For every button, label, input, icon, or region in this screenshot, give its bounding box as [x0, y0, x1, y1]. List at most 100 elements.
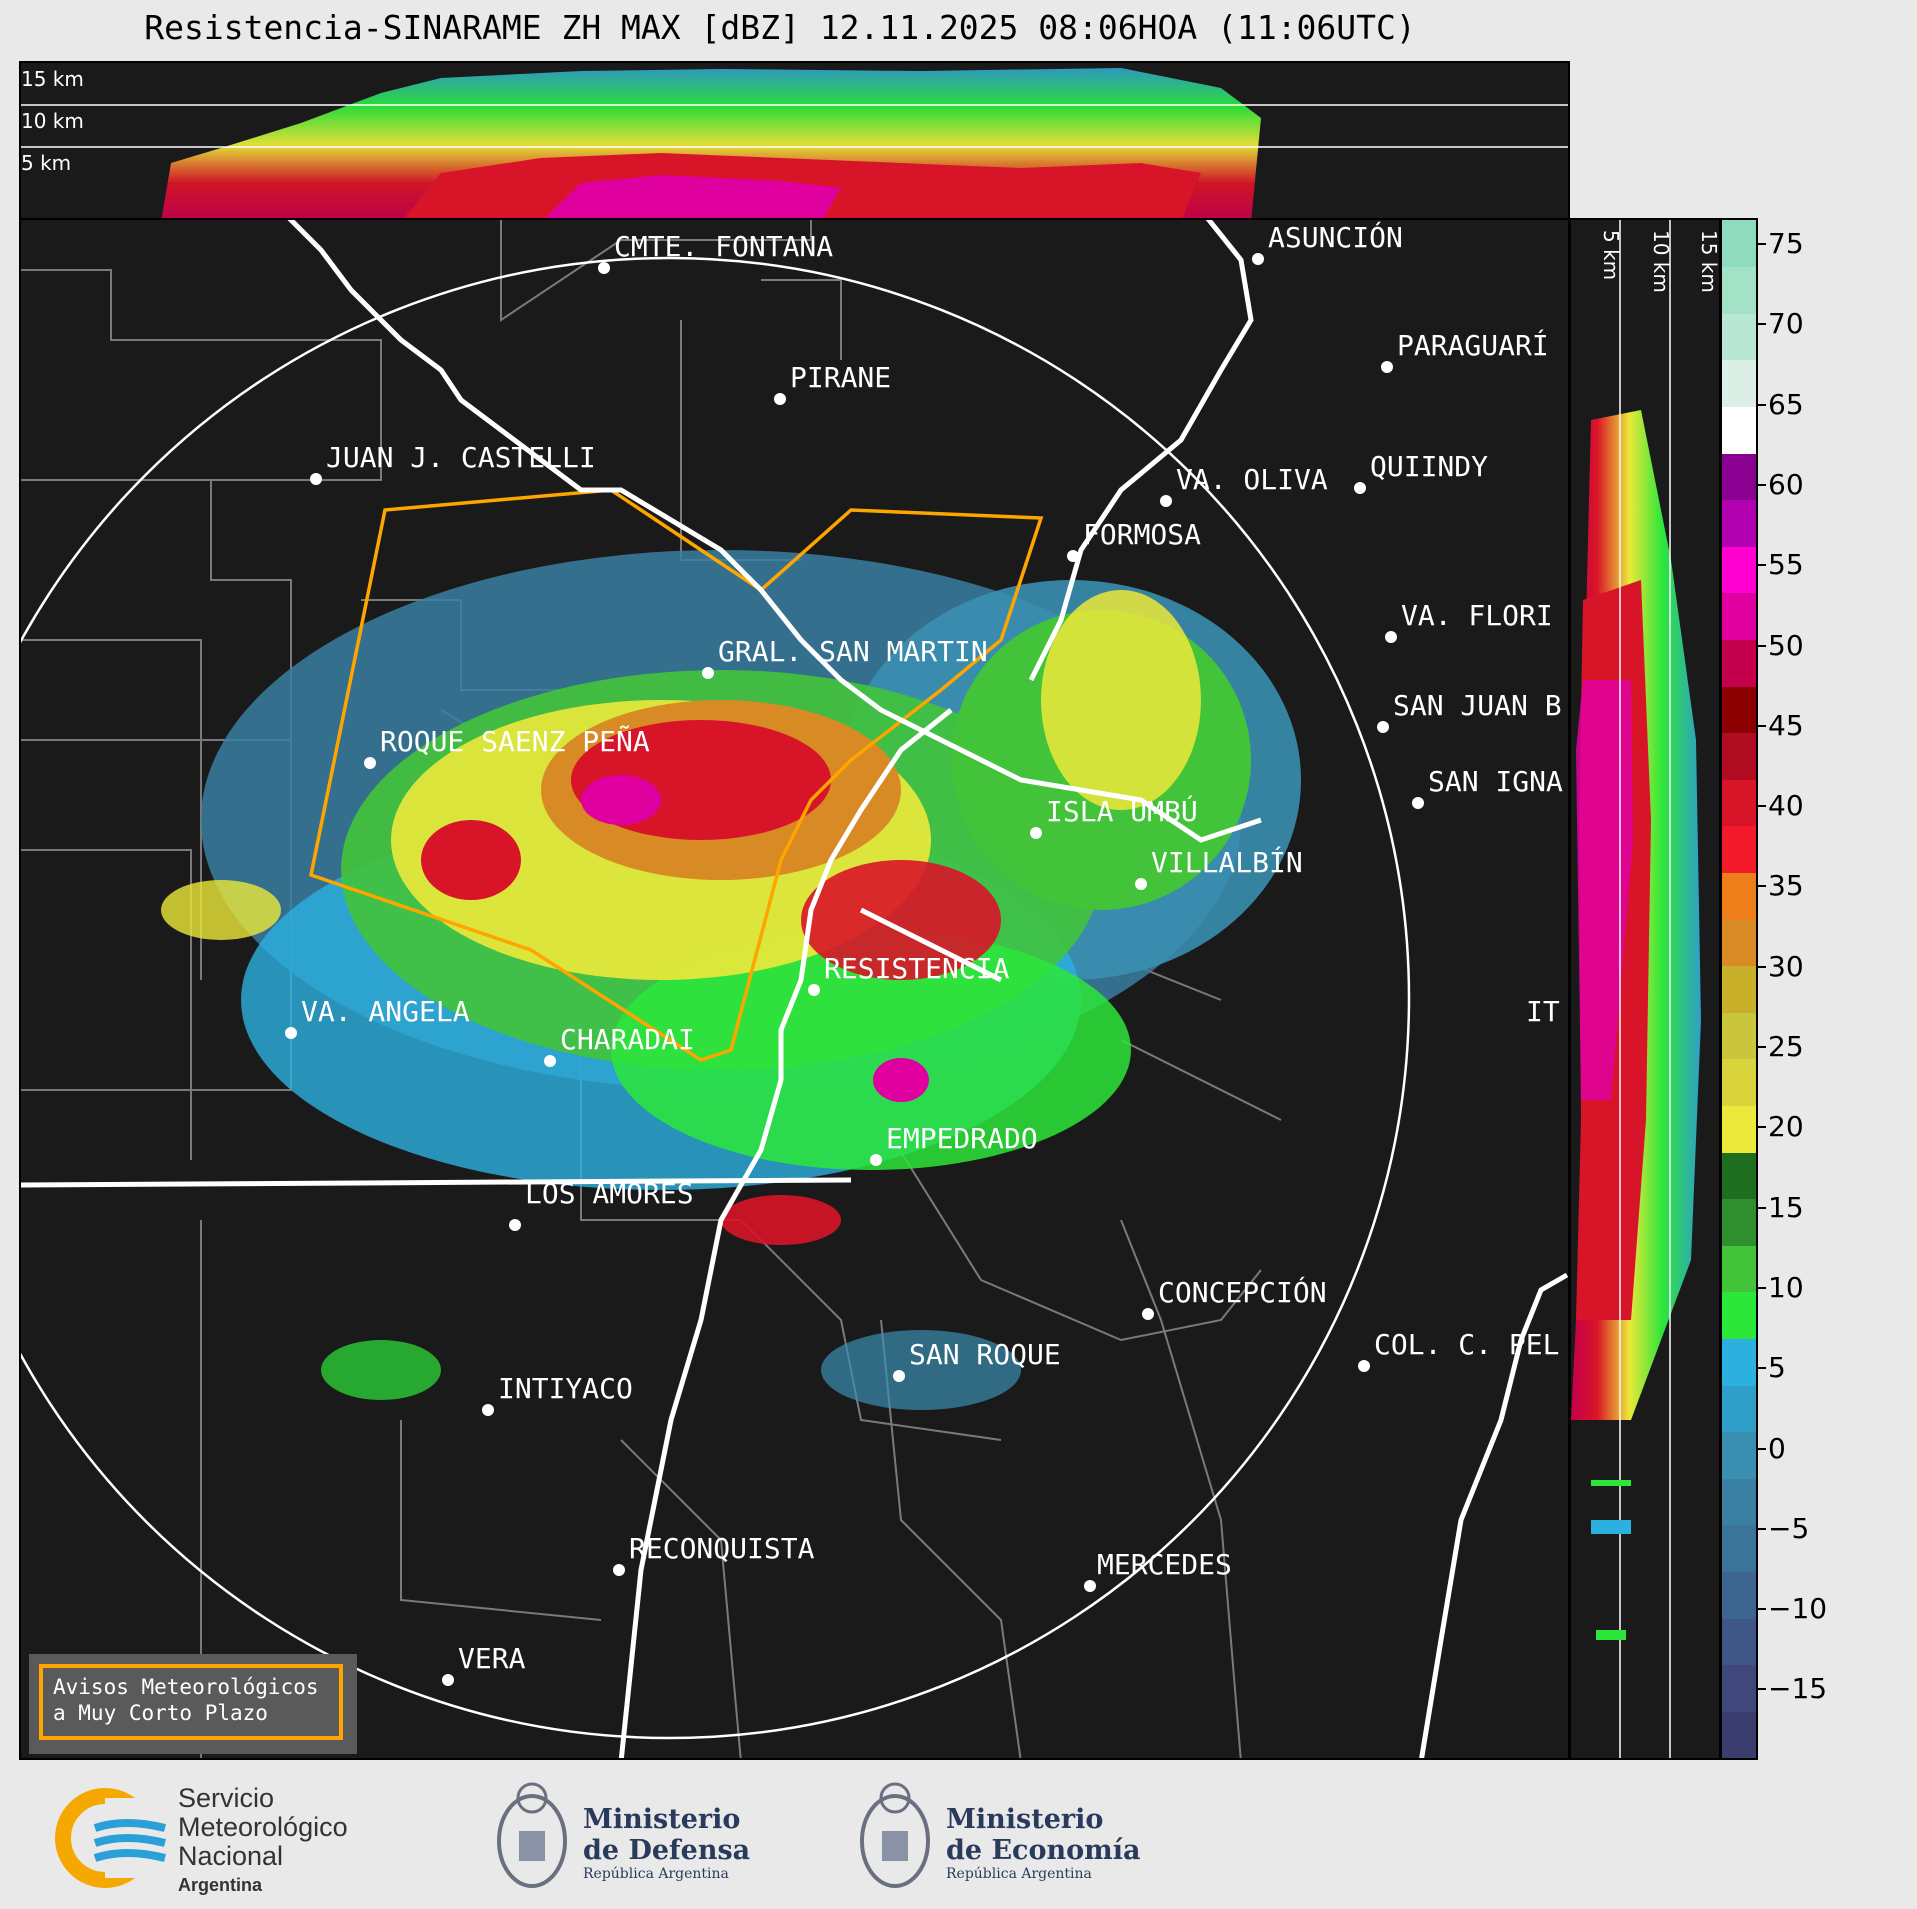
- city-dot-formosa: [1067, 550, 1079, 562]
- city-label-empedrado: EMPEDRADO: [886, 1122, 1038, 1155]
- colorbar-tick-label: −15: [1768, 1672, 1828, 1706]
- colorbar-band: [1722, 359, 1756, 407]
- city-label-resistencia: RESISTENCIA: [824, 952, 1010, 985]
- city-label-it: IT: [1526, 995, 1560, 1028]
- colorbar-band: [1722, 1711, 1756, 1759]
- side-height-label-10km: 10 km: [1649, 230, 1673, 293]
- colorbar-band: [1722, 1618, 1756, 1666]
- colorbar-band: [1722, 1291, 1756, 1340]
- colorbar-tick-label: 45: [1768, 708, 1804, 742]
- colorbar-tick-label: 5: [1768, 1351, 1786, 1385]
- colorbar-band: [1722, 1478, 1756, 1526]
- avisos-line2: a Muy Corto Plazo: [53, 1701, 268, 1725]
- colorbar-band: [1722, 220, 1756, 268]
- colorbar-tick-label: 40: [1768, 789, 1804, 823]
- defensa-line3: República Argentina: [583, 1866, 729, 1882]
- city-label-concepcion: CONCEPCIÓN: [1158, 1276, 1327, 1309]
- city-label-formosa: FORMOSA: [1083, 518, 1202, 551]
- smn-logo-icon: [55, 1788, 166, 1888]
- city-label-pirane: PIRANE: [790, 361, 892, 394]
- smn-line3: Nacional: [178, 1841, 284, 1871]
- economia-line3: República Argentina: [946, 1866, 1092, 1882]
- city-dot-intiyaco: [482, 1404, 494, 1416]
- economia-seal-icon: [860, 1782, 930, 1888]
- city-dot-empedrado: [870, 1154, 882, 1166]
- smn-logo-text: Servicio Meteorológico Nacional Argentin…: [178, 1784, 348, 1900]
- colorbar-tick-mark: [1758, 1206, 1766, 1209]
- colorbar-band: [1722, 1012, 1756, 1060]
- avisos-line1: Avisos Meteorológicos: [53, 1675, 319, 1699]
- radar-map: [21, 220, 1568, 1758]
- economia-logo-text: Ministerio de Economía República Argenti…: [946, 1804, 1140, 1882]
- rivers: [21, 220, 1568, 1758]
- colorbar-band: [1722, 872, 1756, 920]
- city-label-paraguari: PARAGUARÍ: [1397, 329, 1549, 362]
- city-dot-los-amores: [509, 1219, 521, 1231]
- colorbar-band: [1722, 1664, 1756, 1712]
- colorbar-band: [1722, 686, 1756, 734]
- city-label-va-angela: VA. ANGELA: [301, 995, 470, 1028]
- height-label-10km: 10 km: [21, 109, 84, 133]
- side-height-label-15km: 15 km: [1697, 230, 1721, 293]
- city-dot-juan-j-castelli: [310, 473, 322, 485]
- city-label-san-igna: SAN IGNA: [1428, 765, 1563, 798]
- smn-line4: Argentina: [178, 1875, 263, 1895]
- city-dot-cmte-fontana: [598, 262, 610, 274]
- city-dot-san-igna: [1412, 797, 1424, 809]
- warning-polygon: [308, 488, 1044, 1062]
- city-dot-mercedes: [1084, 1580, 1096, 1592]
- colorbar-band: [1722, 639, 1756, 687]
- city-label-gral-san-martin: GRAL. SAN MARTIN: [718, 635, 988, 668]
- colorbar-tick-label: 50: [1768, 628, 1804, 662]
- colorbar-tick-mark: [1758, 564, 1766, 567]
- colorbar-band: [1722, 1105, 1756, 1153]
- city-label-san-roque: SAN ROQUE: [909, 1338, 1061, 1371]
- defensa-seal-icon: [497, 1782, 567, 1888]
- city-markers: [285, 253, 1424, 1686]
- city-label-va-oliva: VA. OLIVA: [1176, 463, 1328, 496]
- colorbar-tick-mark: [1758, 1608, 1766, 1611]
- city-label-charadai: CHARADAI: [560, 1023, 695, 1056]
- colorbar-tick-label: 0: [1768, 1431, 1786, 1465]
- colorbar-band: [1722, 779, 1756, 827]
- city-dot-reconquista: [613, 1564, 625, 1576]
- height-label-5km: 5 km: [21, 151, 72, 175]
- city-dot-concepcion: [1142, 1308, 1154, 1320]
- colorbar-band: [1722, 1524, 1756, 1573]
- top-cross-section-panel: 15 km 10 km 5 km: [19, 61, 1570, 220]
- city-dot-vera: [442, 1674, 454, 1686]
- city-dot-san-roque: [893, 1370, 905, 1382]
- city-label-reconquista: RECONQUISTA: [629, 1532, 815, 1565]
- colorbar-tick-mark: [1758, 1046, 1766, 1048]
- economia-line1: Ministerio: [946, 1804, 1104, 1835]
- colorbar-tick-label: 60: [1768, 467, 1804, 501]
- colorbar-band: [1722, 592, 1756, 640]
- dbz-colorbar: [1720, 218, 1758, 1760]
- side-cross-section: [1571, 220, 1701, 1758]
- colorbar-tick-mark: [1758, 805, 1766, 808]
- colorbar-tick-mark: [1758, 885, 1766, 888]
- height-label-15km: 15 km: [21, 67, 84, 91]
- city-dot-col-c-pel: [1358, 1360, 1370, 1372]
- colorbar-band: [1722, 266, 1756, 314]
- colorbar-tick-label: −5: [1768, 1511, 1810, 1545]
- city-dot-villalbin: [1135, 878, 1147, 890]
- map-title: Resistencia-SINARAME ZH MAX [dBZ] 12.11.…: [144, 8, 1416, 47]
- colorbar-tick-mark: [1758, 965, 1766, 968]
- colorbar-band: [1722, 1198, 1756, 1246]
- avisos-legend-box: Avisos Meteorológicos a Muy Corto Plazo: [29, 1654, 357, 1754]
- colorbar-tick-label: 10: [1768, 1270, 1804, 1304]
- colorbar-tick-label: −10: [1768, 1592, 1828, 1626]
- colorbar-tick-mark: [1758, 1126, 1766, 1129]
- city-label-roque-saenz-pena: ROQUE SAENZ PEÑA: [380, 725, 650, 758]
- city-dot-va-flori: [1385, 631, 1397, 643]
- colorbar-band: [1722, 499, 1756, 547]
- colorbar-tick-mark: [1758, 483, 1766, 486]
- city-label-va-flori: VA. FLORI: [1401, 599, 1553, 632]
- colorbar-tick-mark: [1758, 323, 1766, 326]
- colorbar-tick-mark: [1758, 1527, 1766, 1530]
- top-cross-section: [21, 68, 1568, 218]
- colorbar-band: [1722, 1058, 1756, 1106]
- colorbar-band: [1722, 919, 1756, 967]
- reflectivity-echoes: [161, 550, 1301, 1410]
